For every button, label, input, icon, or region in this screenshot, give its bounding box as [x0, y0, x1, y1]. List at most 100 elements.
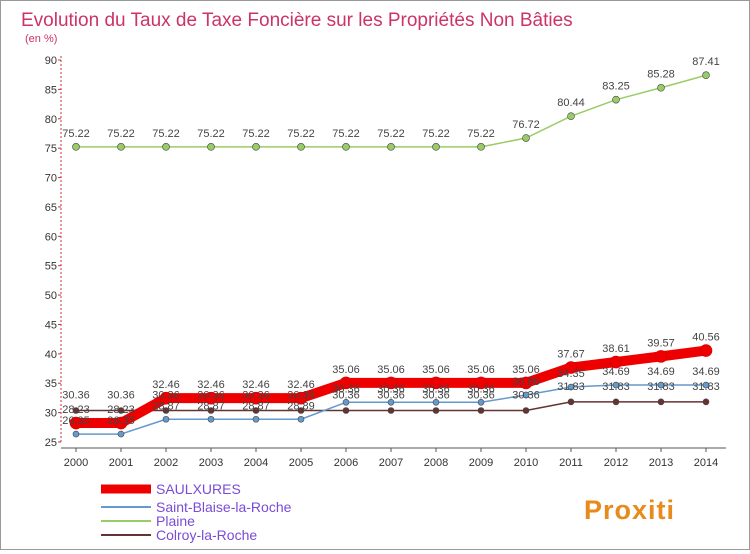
data-label: 30.36 [332, 389, 360, 401]
y-tick-label: 85 [45, 84, 57, 96]
data-label: 31.83 [647, 381, 675, 393]
data-point [699, 344, 713, 357]
x-tick-label: 2000 [64, 457, 88, 469]
x-tick-label: 2003 [199, 457, 223, 469]
data-label: 34.69 [602, 366, 630, 378]
x-tick-label: 2014 [694, 457, 718, 469]
data-point [114, 416, 128, 430]
data-label: 26.35 [62, 415, 90, 427]
data-label: 75.22 [107, 128, 135, 140]
data-point [117, 143, 125, 151]
x-tick-label: 2009 [469, 457, 493, 469]
x-tick-label: 2011 [559, 457, 583, 469]
data-point [657, 381, 665, 389]
data-label: 32.46 [242, 379, 270, 391]
data-point [609, 355, 623, 369]
x-tick-label: 2002 [154, 457, 178, 469]
data-label: 85.28 [647, 69, 675, 81]
data-point [477, 398, 485, 406]
data-point [522, 134, 530, 142]
data-label: 75.22 [242, 128, 270, 140]
x-tick-label: 2005 [289, 457, 313, 469]
y-tick-label: 30 [45, 408, 57, 420]
data-label: 30.36 [62, 389, 90, 401]
data-point [297, 415, 305, 423]
data-point [294, 391, 308, 405]
data-point [249, 391, 263, 405]
y-tick-label: 25 [45, 437, 57, 449]
data-point [432, 143, 440, 151]
data-label: 30.36 [422, 389, 450, 401]
data-point [564, 361, 578, 374]
data-label: 35.06 [512, 364, 540, 376]
proxiti-logo: Proxiti [584, 495, 675, 525]
data-point [72, 407, 80, 414]
legend-label: Colroy-la-Roche [156, 527, 257, 543]
legend-label: Saint-Blaise-la-Roche [156, 499, 292, 515]
y-tick-label: 35 [45, 378, 57, 390]
data-point [162, 415, 170, 423]
data-point [69, 416, 83, 430]
x-tick-label: 2001 [109, 457, 133, 469]
data-point [387, 398, 395, 406]
data-point [522, 391, 530, 399]
data-point [612, 398, 620, 406]
data-label: 75.22 [152, 128, 180, 140]
data-label: 75.22 [197, 128, 225, 140]
y-tick-label: 80 [45, 114, 57, 126]
data-label: 28.87 [152, 400, 180, 412]
data-point [519, 376, 533, 390]
data-label: 87.41 [692, 56, 720, 68]
data-point [477, 143, 485, 151]
y-tick-label: 75 [45, 143, 57, 155]
logo-text: Proxiti [584, 495, 675, 525]
data-label: 75.22 [62, 128, 90, 140]
data-point [207, 415, 215, 423]
x-tick-label: 2012 [604, 457, 628, 469]
y-tick-label: 45 [45, 319, 57, 331]
series-2 [72, 71, 710, 151]
data-point [162, 143, 170, 151]
data-point [612, 95, 620, 104]
y-tick-label: 40 [45, 349, 57, 361]
data-point [522, 407, 530, 414]
data-point [384, 376, 398, 390]
data-point [567, 398, 575, 406]
data-point [252, 143, 260, 151]
data-point [162, 407, 170, 414]
data-point [342, 407, 350, 414]
data-label: 30.86 [512, 376, 540, 388]
data-label: 35.06 [332, 364, 360, 376]
x-tick-label: 2006 [334, 457, 358, 469]
series-0 [69, 344, 713, 430]
data-label: 35.06 [467, 364, 495, 376]
data-label: 30.36 [422, 383, 450, 395]
data-label: 76.72 [512, 119, 540, 131]
plot-area: 75.22 75.22 75.22 75.22 75.22 75.22 75.22 75.22… [62, 56, 720, 438]
data-point [657, 83, 665, 92]
data-label: 30.36 [377, 389, 405, 401]
data-label: 28.87 [197, 400, 225, 412]
x-tick-label: 2008 [424, 457, 448, 469]
data-point [477, 407, 485, 414]
data-label: 26.35 [107, 415, 135, 427]
chart-subtitle: (en %) [25, 33, 57, 45]
y-tick-label: 65 [45, 202, 57, 214]
series-3 [72, 398, 710, 414]
data-label: 30.36 [332, 383, 360, 395]
y-tick-label: 50 [45, 290, 57, 302]
data-point [387, 143, 395, 151]
data-point [159, 391, 173, 405]
data-point [654, 350, 668, 363]
y-tick-label: 60 [45, 231, 57, 243]
data-label: 75.22 [332, 128, 360, 140]
data-point [657, 398, 665, 406]
x-tick-label: 2010 [514, 457, 538, 469]
data-point [567, 383, 575, 391]
data-point [432, 398, 440, 406]
legend: SAULXURES Saint-Blaise-la-RochePlaineColr… [101, 481, 292, 543]
data-label: 30.36 [107, 389, 135, 401]
data-point [342, 143, 350, 151]
data-label: 75.22 [422, 128, 450, 140]
data-label: 75.22 [467, 128, 495, 140]
